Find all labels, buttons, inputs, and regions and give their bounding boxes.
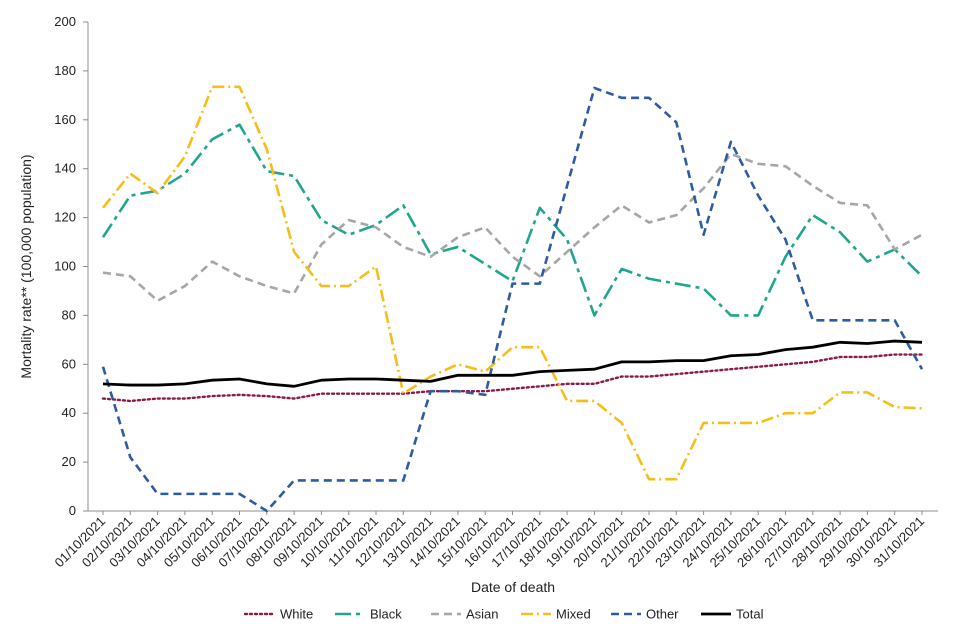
x-axis: 01/10/202102/10/202103/10/202104/10/2021…	[51, 510, 938, 570]
series-line-white	[101, 353, 924, 403]
y-tick-label: 100	[54, 259, 76, 274]
legend-label-black: Black	[370, 607, 402, 622]
legend-label-other: Other	[646, 607, 679, 622]
series-line-other	[101, 86, 924, 513]
y-tick-label: 140	[54, 161, 76, 176]
legend-label-total: Total	[736, 607, 764, 622]
y-tick-label: 160	[54, 112, 76, 127]
series-line-asian	[102, 152, 923, 303]
legend: White Black Asian Mixed Other Total	[243, 607, 764, 622]
series-line-mixed	[101, 85, 923, 481]
y-tick-label: 0	[69, 503, 76, 518]
series-line-black	[101, 123, 923, 317]
legend-label-mixed: Mixed	[556, 607, 591, 622]
legend-label-white: White	[280, 607, 313, 622]
series-lines	[101, 85, 924, 513]
y-tick-label: 20	[62, 454, 76, 469]
series-line-total	[102, 339, 923, 388]
x-axis-title: Date of death	[471, 579, 555, 595]
y-tick-label: 40	[62, 405, 76, 420]
y-tick-label: 120	[54, 210, 76, 225]
y-tick-label: 60	[62, 356, 76, 371]
legend-label-asian: Asian	[466, 607, 499, 622]
y-tick-label: 180	[54, 63, 76, 78]
y-tick-label: 200	[54, 14, 76, 29]
y-tick-label: 80	[62, 307, 76, 322]
y-axis-title: Mortality rate** (100,000 population)	[18, 154, 34, 378]
y-axis: 0 20 40 60 80 100 120 140 160 180 200	[54, 14, 89, 518]
